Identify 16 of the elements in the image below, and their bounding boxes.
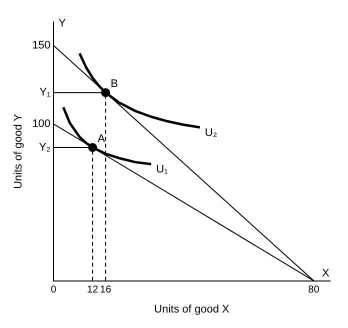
x-tick-label: 16	[100, 284, 112, 296]
x-tick-label: 0	[50, 284, 57, 296]
y-tick-label: 100	[32, 118, 51, 130]
x-tick-label: 80	[308, 284, 320, 296]
y-tick-label: Y₂	[38, 142, 51, 154]
annotation: B	[110, 78, 118, 90]
annotation: Y	[58, 18, 67, 30]
y-tick-label: 150	[32, 40, 51, 52]
x-axis-title: Units of good X	[154, 303, 230, 316]
annotation: A	[98, 133, 106, 146]
y-tick-label: Y₁	[39, 86, 51, 99]
series-label: U₂	[204, 126, 218, 139]
series-label: U₁	[156, 164, 168, 176]
x-tick-label: 12	[87, 284, 99, 296]
annotation: X	[322, 267, 330, 280]
y-axis-title: Units of good Y	[12, 113, 25, 189]
